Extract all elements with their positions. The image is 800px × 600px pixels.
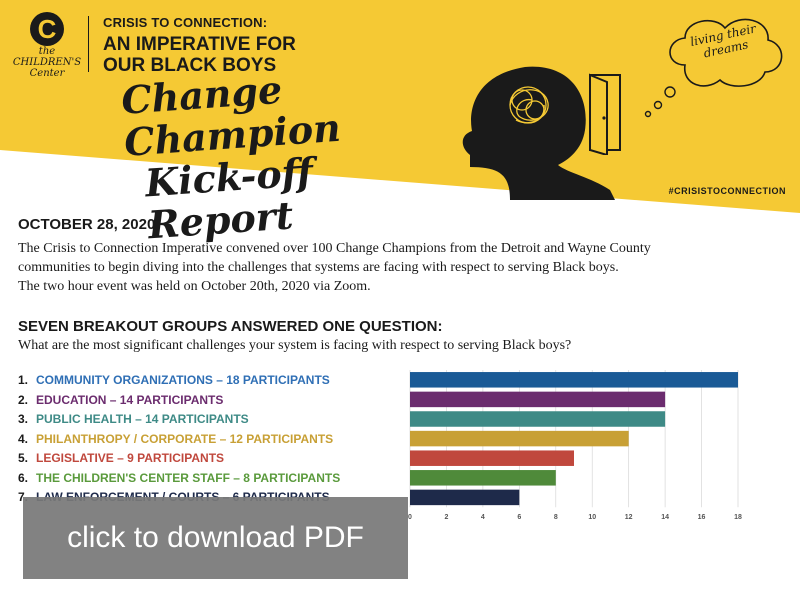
x-tick-label: 8 xyxy=(554,514,558,521)
hashtag: #CRISISTOCONNECTION xyxy=(668,186,786,196)
question-text: What are the most significant challenges… xyxy=(18,338,572,353)
list-item: 5. LEGISLATIVE – 9 PARTICIPANTS xyxy=(18,451,225,465)
x-tick-label: 14 xyxy=(661,514,669,521)
question-heading: SEVEN BREAKOUT GROUPS ANSWERED ONE QUEST… xyxy=(18,318,443,335)
bar xyxy=(410,489,520,506)
list-item: 4. PHILANTHROPY / CORPORATE – 12 PARTICIP… xyxy=(18,431,334,446)
thought-bubble-icon xyxy=(644,18,783,118)
bar xyxy=(410,430,629,447)
x-tick-label: 10 xyxy=(588,514,596,521)
breakout-group-list: 1. COMMUNITY ORGANIZATIONS – 18 PARTICIPA… xyxy=(18,371,403,508)
x-tick-label: 0 xyxy=(408,514,412,521)
list-item: 6. THE CHILDREN'S CENTER STAFF – 8 PARTIC… xyxy=(18,470,341,485)
x-tick-label: 6 xyxy=(517,514,521,521)
open-door-icon xyxy=(589,73,621,155)
logo-text: the CHILDREN'S Center xyxy=(12,46,82,79)
intro-paragraph: The Crisis to Connection Imperative conv… xyxy=(18,241,651,294)
bar xyxy=(410,470,556,486)
bar xyxy=(410,391,666,408)
participants-bar-chart: 0 2 4 6 8 10 12 14 16 18 xyxy=(408,370,742,521)
list-item: 3. PUBLIC HEALTH – 14 PARTICIPANTS xyxy=(18,412,249,426)
bar xyxy=(410,411,666,427)
kicker-text: CRISIS TO CONNECTION: xyxy=(103,15,268,30)
x-tick-label: 2 xyxy=(444,514,448,521)
logo-mark-icon: C xyxy=(30,12,64,46)
x-tick-label: 4 xyxy=(481,514,485,521)
report-date: OCTOBER 28, 2020 xyxy=(18,216,156,233)
x-tick-label: 16 xyxy=(698,514,706,521)
x-tick-label: 12 xyxy=(625,514,633,521)
report-title: Change Champion Kick-off Report xyxy=(119,66,343,248)
bar xyxy=(410,372,738,388)
headline: AN IMPERATIVE FOR OUR BLACK BOYS xyxy=(103,34,296,76)
list-item: 1. COMMUNITY ORGANIZATIONS – 18 PARTICIPA… xyxy=(18,373,330,387)
logo-divider xyxy=(88,16,89,72)
bar xyxy=(410,450,574,466)
head-silhouette-icon xyxy=(462,66,615,200)
list-item: 2. EDUCATION – 14 PARTICIPANTS xyxy=(18,392,224,407)
download-pdf-button[interactable]: click to download PDF xyxy=(23,497,408,579)
x-tick-label: 18 xyxy=(734,514,742,521)
childrens-center-logo: C the CHILDREN'S Center xyxy=(12,12,82,84)
